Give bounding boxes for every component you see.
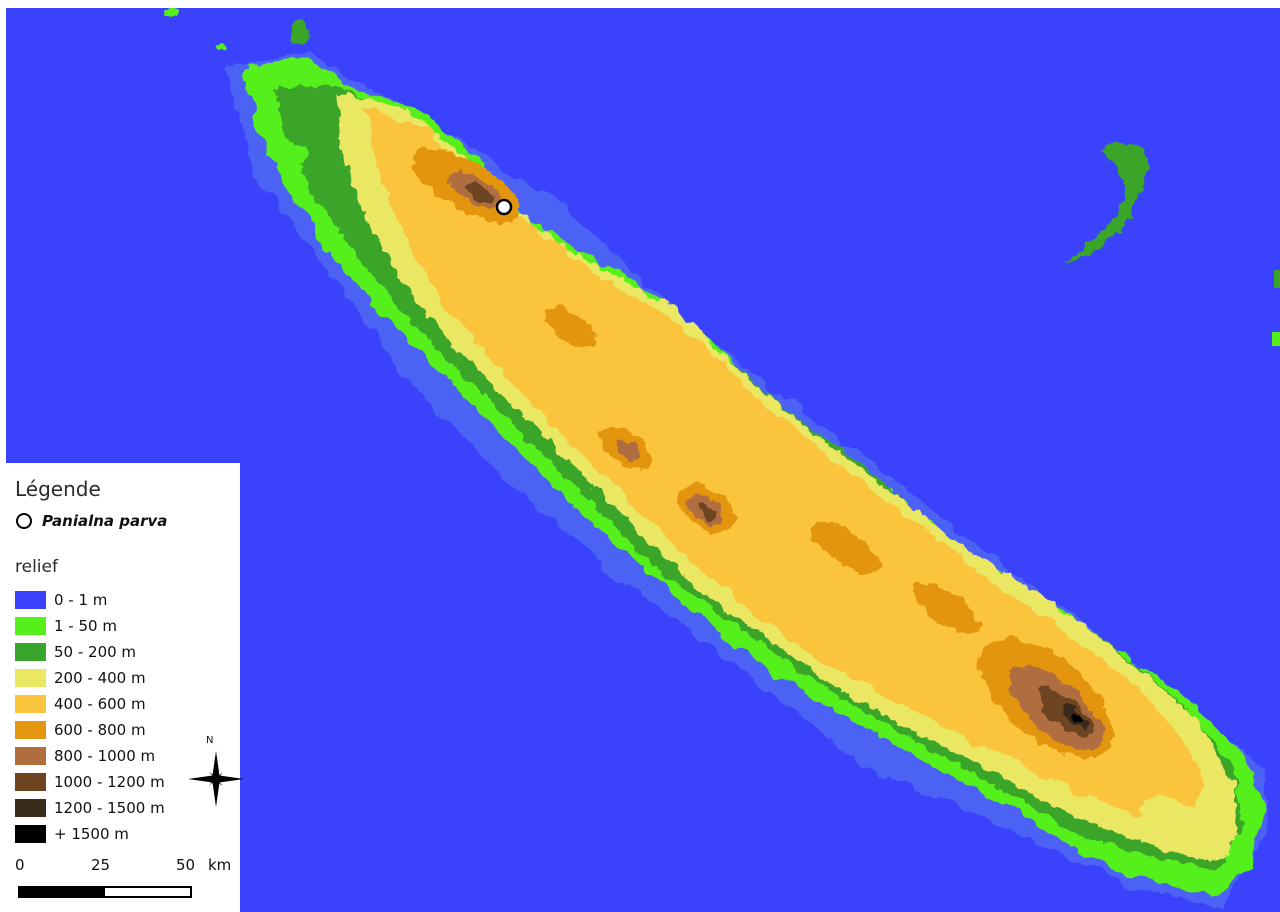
legend-class-item: 1 - 50 m — [15, 613, 165, 639]
legend-classes: 0 - 1 m 1 - 50 m 50 - 200 m 200 - 400 m … — [15, 587, 165, 847]
legend-class-item: 400 - 600 m — [15, 691, 165, 717]
east-edge-islet — [1272, 332, 1280, 346]
legend-class-item: 50 - 200 m — [15, 639, 165, 665]
legend-class-label: 600 - 800 m — [54, 721, 146, 739]
legend-swatch — [15, 799, 46, 817]
scale-labels: 0 25 50 km — [6, 856, 240, 878]
legend-raster-title: relief — [15, 557, 58, 577]
legend-swatch — [15, 747, 46, 765]
panialna-parva-marker-icon[interactable] — [495, 198, 513, 216]
legend-class-item: 800 - 1000 m — [15, 743, 165, 769]
legend-class-label: 1200 - 1500 m — [54, 799, 165, 817]
compass-rose-icon — [188, 751, 244, 807]
legend-class-label: 200 - 400 m — [54, 669, 146, 687]
legend-class-label: 1000 - 1200 m — [54, 773, 165, 791]
legend-class-item: + 1500 m — [15, 821, 165, 847]
legend-class-item: 0 - 1 m — [15, 587, 165, 613]
north-label: N — [206, 735, 214, 746]
relief-map — [166, 8, 1280, 908]
legend-swatch — [15, 773, 46, 791]
hollow-circle-icon — [16, 513, 32, 529]
legend-class-label: 1 - 50 m — [54, 617, 117, 635]
scale-unit: km — [208, 856, 232, 874]
legend-point-label: Panialna parva — [42, 512, 168, 530]
legend-class-item: 200 - 400 m — [15, 665, 165, 691]
eastern-atoll — [1062, 141, 1152, 264]
legend-swatch — [15, 825, 46, 843]
legend-class-label: + 1500 m — [54, 825, 129, 843]
mountain-cores — [412, 149, 1231, 860]
legend-swatch — [15, 617, 46, 635]
legend-class-label: 50 - 200 m — [54, 643, 137, 661]
legend-class-item: 1000 - 1200 m — [15, 769, 165, 795]
east-edge-reef — [1274, 270, 1280, 288]
legend-swatch — [15, 591, 46, 609]
legend-swatch — [15, 643, 46, 661]
legend-swatch — [15, 669, 46, 687]
legend-title: Légende — [15, 477, 101, 501]
legend-class-item: 1200 - 1500 m — [15, 795, 165, 821]
scale-label-50: 50 — [176, 856, 196, 874]
legend-class-item: 600 - 800 m — [15, 717, 165, 743]
legend-class-label: 0 - 1 m — [54, 591, 108, 609]
legend-swatch — [15, 695, 46, 713]
northern-islets — [166, 8, 310, 163]
map-canvas[interactable] — [6, 8, 1280, 912]
scale-bar — [18, 886, 192, 898]
legend-class-label: 400 - 600 m — [54, 695, 146, 713]
scale-label-0: 0 — [15, 856, 25, 874]
scale-label-25: 25 — [91, 856, 111, 874]
scale-bar-black-segment — [20, 888, 105, 896]
legend-panel: Légende Panialna parva relief 0 - 1 m 1 … — [6, 463, 244, 912]
legend-swatch — [15, 721, 46, 739]
legend-class-label: 800 - 1000 m — [54, 747, 156, 765]
legend-point-entry: Panialna parva — [16, 512, 167, 530]
